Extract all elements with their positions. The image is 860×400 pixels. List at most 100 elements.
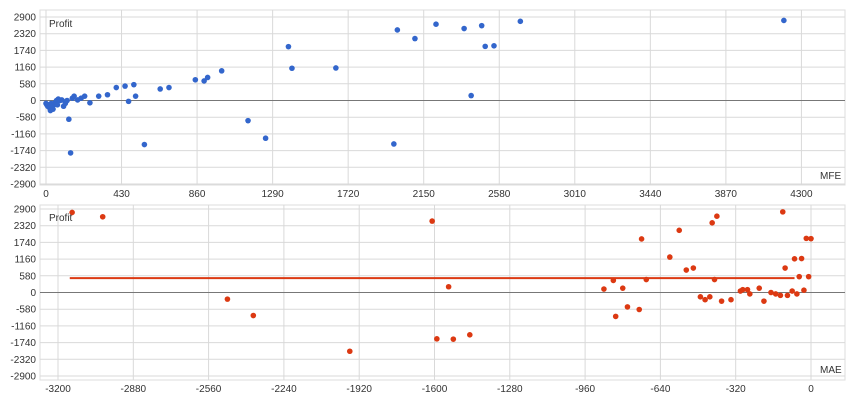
- mae-data-point: [707, 294, 713, 300]
- mae-data-point: [805, 273, 812, 280]
- mae-data-point: [711, 276, 718, 283]
- mae-data-point: [808, 235, 814, 242]
- mae-y-tick-labels: 2900 2320 1740 1160 580 0 -580 -1160 -1740 -2320 -…: [10, 205, 36, 383]
- mae-x-tick-label: -2240: [271, 384, 297, 395]
- mae-x-tick-label: -320: [726, 384, 746, 395]
- mfe-x-tick-label: 1720: [337, 189, 360, 200]
- mae-data-point: [739, 286, 746, 293]
- mfe-data-point: [132, 93, 139, 99]
- mfe-x-tick-label: 0: [43, 189, 49, 200]
- mae-x-tick-label: -2560: [196, 384, 222, 395]
- mfe-data-point: [333, 65, 339, 71]
- mae-data-point: [761, 298, 767, 304]
- mfe-data-point: [125, 98, 132, 105]
- mae-data-point: [636, 306, 643, 313]
- mae-data-point: [784, 292, 791, 299]
- mfe-data-point: [81, 93, 88, 99]
- mfe-data-point: [262, 135, 269, 142]
- mae-data-point: [747, 291, 753, 297]
- mfe-title: Profit: [49, 19, 73, 30]
- mae-data-point: [768, 289, 774, 296]
- mae-data-point: [803, 235, 810, 242]
- mfe-data-point: [50, 106, 56, 112]
- mae-data-point: [601, 286, 607, 292]
- mae-data-point: [744, 286, 751, 293]
- mae-y-tick-label: 2900: [14, 205, 37, 216]
- mfe-y-tick-label: -2900: [10, 180, 36, 191]
- mae-y-tick-label: 1740: [14, 238, 37, 249]
- mfe-data-point: [59, 97, 65, 103]
- mae-x-tick-label: -1920: [346, 384, 372, 395]
- mae-data-point: [772, 291, 779, 297]
- mfe-data-point: [71, 93, 77, 99]
- mfe-points: [43, 17, 787, 156]
- mfe-x-tick-label: 1290: [262, 189, 285, 200]
- mae-y-tick-label: 0: [30, 288, 36, 299]
- mfe-data-point: [412, 35, 418, 42]
- mae-data-point: [612, 313, 619, 320]
- mae-data-point: [346, 348, 353, 355]
- mae-x-tick-label: 0: [808, 384, 814, 395]
- mae-data-point: [667, 254, 673, 260]
- mfe-data-point: [104, 91, 111, 98]
- mae-y-tick-label: -580: [16, 305, 36, 316]
- mae-y-tick-label: 2320: [14, 221, 37, 232]
- mfe-data-point: [166, 84, 172, 91]
- mae-data-point: [450, 336, 457, 342]
- mae-y-tick-label: -1740: [10, 338, 36, 349]
- mfe-data-point: [201, 78, 207, 84]
- mae-x-tick-label: -960: [575, 384, 595, 395]
- mae-data-point: [619, 285, 626, 291]
- mfe-plot-frame: [39, 9, 846, 186]
- mfe-data-point: [478, 22, 485, 29]
- mae-data-point: [702, 296, 708, 303]
- mae-data-point: [779, 209, 786, 215]
- mfe-data-point: [289, 65, 295, 72]
- mae-data-point: [434, 336, 440, 342]
- mae-data-point: [466, 332, 473, 338]
- mae-x-tick-label: -1280: [497, 384, 523, 395]
- mfe-y-tick-label: 1740: [14, 46, 37, 57]
- mfe-data-point: [285, 43, 292, 50]
- mae-data-point: [756, 285, 763, 291]
- mae-data-point: [796, 273, 803, 280]
- mfe-data-point: [245, 117, 251, 124]
- mae-data-point: [777, 292, 784, 299]
- mfe-y-tick-label: -1160: [11, 129, 36, 140]
- mfe-x-tick-label: 2580: [488, 189, 511, 200]
- mae-grid: [40, 205, 845, 380]
- mae-data-point: [638, 236, 645, 242]
- mae-data-point: [697, 294, 704, 300]
- mfe-x-tick-label: 3870: [715, 189, 738, 200]
- mfe-y-tick-label: 580: [19, 79, 36, 90]
- mfe-data-point: [95, 93, 102, 99]
- mae-x-tick-label: -2880: [121, 384, 147, 395]
- mae-data-point: [709, 220, 715, 226]
- mae-data-point: [801, 287, 807, 293]
- mfe-data-point: [482, 43, 489, 50]
- mfe-data-point: [204, 74, 211, 81]
- mae-y-tick-label: -1160: [11, 321, 36, 332]
- mae-x-tick-label: -640: [650, 384, 670, 395]
- mfe-data-point: [394, 27, 401, 33]
- mfe-y-tick-label: 2320: [14, 29, 37, 40]
- mae-y-tick-label: 1160: [14, 255, 36, 266]
- mae-x-tick-label: -1600: [422, 384, 448, 395]
- mae-points: [69, 209, 814, 355]
- mae-y-tick-label: -2320: [10, 355, 36, 366]
- mfe-x-tick-labels: 0 430 860 1290 1720 2150 2580 3010 3440 3870 4300: [43, 189, 813, 200]
- mfe-data-point: [54, 102, 61, 108]
- mae-data-point: [718, 298, 725, 304]
- mae-x-tick-label: -3200: [45, 384, 71, 395]
- mae-data-point: [69, 209, 75, 216]
- mae-data-point: [250, 312, 257, 319]
- mfe-data-point: [122, 83, 128, 89]
- mae-data-point: [676, 227, 683, 234]
- mfe-data-point: [64, 97, 70, 104]
- mfe-chart: 2900 2320 1740 1160 580 0 -580 -1160 -1740 -2320 -…: [10, 9, 846, 200]
- mae-data-point: [782, 265, 788, 271]
- mfe-data-point: [218, 68, 225, 74]
- mae-x-tick-labels: -3200 -2880 -2560 -2240 -1920 -1600 -1280 -960-…: [45, 384, 814, 395]
- mfe-data-point: [491, 42, 497, 49]
